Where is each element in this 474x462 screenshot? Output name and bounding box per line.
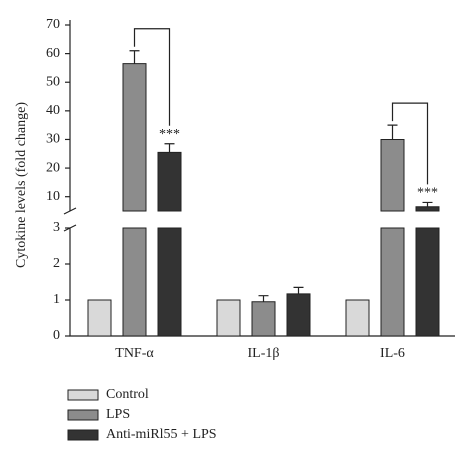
legend-label: Anti-miRl55 + LPS (106, 427, 217, 442)
y-tick-label: 60 (46, 46, 60, 61)
error-bar (387, 124, 398, 140)
legend-label: LPS (106, 407, 130, 422)
significance-label: *** (417, 186, 438, 201)
bar (286, 293, 311, 337)
y-tick-label: 70 (46, 17, 60, 32)
y-tick-label: 40 (46, 103, 60, 118)
bar (345, 299, 370, 337)
error-bar (129, 50, 140, 64)
y-tick-label: 20 (46, 160, 60, 175)
legend-swatch (67, 389, 99, 401)
bar (380, 138, 405, 337)
bar (157, 151, 182, 337)
y-tick-label: 3 (53, 220, 60, 235)
x-tick-label: IL-6 (380, 346, 405, 361)
bar (87, 299, 112, 337)
significance-label: *** (159, 127, 180, 142)
legend-label: Control (106, 387, 149, 402)
significance-bracket (391, 102, 429, 185)
y-tick-label: 1 (53, 292, 60, 307)
legend-swatch (67, 409, 99, 421)
y-tick-label: 50 (46, 74, 60, 89)
x-tick-label: TNF-α (115, 346, 154, 361)
error-bar (422, 201, 433, 207)
error-bar (164, 143, 175, 153)
y-tick-label: 30 (46, 132, 60, 147)
significance-bracket (133, 28, 171, 126)
y-tick-label: 0 (53, 328, 60, 343)
bar (251, 301, 276, 337)
y-tick-label: 2 (53, 256, 60, 271)
error-bar (293, 286, 304, 294)
error-bar (258, 295, 269, 302)
y-tick-label: 10 (46, 189, 60, 204)
y-axis-label: Cytokine levels (fold change) (14, 102, 29, 268)
legend-swatch (67, 429, 99, 441)
bar (415, 206, 440, 337)
bar (122, 63, 147, 337)
bar (216, 299, 241, 337)
x-tick-label: IL-1β (248, 346, 280, 361)
